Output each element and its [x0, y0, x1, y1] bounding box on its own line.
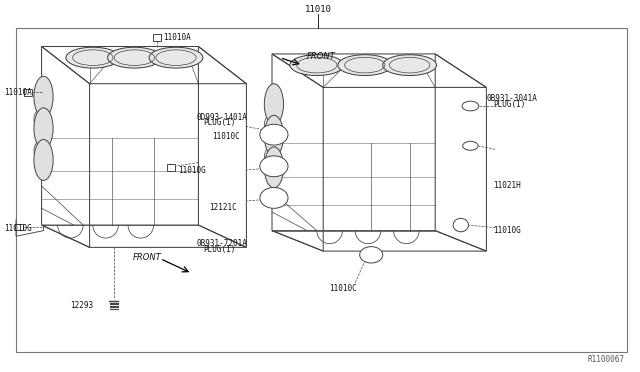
- Text: 11010A: 11010A: [163, 33, 191, 42]
- Text: 12293: 12293: [70, 301, 93, 310]
- Ellipse shape: [34, 108, 53, 149]
- Ellipse shape: [290, 55, 344, 76]
- Text: 11010: 11010: [305, 5, 332, 14]
- Ellipse shape: [264, 84, 284, 125]
- Ellipse shape: [66, 47, 120, 68]
- Ellipse shape: [149, 47, 203, 68]
- Text: PLUG(1): PLUG(1): [493, 100, 525, 109]
- Text: 0B931-3041A: 0B931-3041A: [486, 94, 537, 103]
- Circle shape: [463, 141, 478, 150]
- Ellipse shape: [108, 47, 161, 68]
- Ellipse shape: [264, 147, 284, 188]
- Ellipse shape: [260, 124, 288, 145]
- Text: R1100067: R1100067: [587, 355, 624, 364]
- Text: PLUG(1): PLUG(1): [203, 118, 236, 127]
- Ellipse shape: [360, 247, 383, 263]
- Bar: [152, 34, 161, 41]
- Ellipse shape: [34, 140, 53, 180]
- Bar: [16, 28, 627, 352]
- Ellipse shape: [453, 218, 468, 232]
- Text: FRONT: FRONT: [133, 253, 162, 262]
- Ellipse shape: [264, 115, 284, 156]
- Text: 11010G: 11010G: [493, 225, 520, 234]
- Ellipse shape: [34, 76, 53, 117]
- Text: 0B931-7201A: 0B931-7201A: [196, 239, 247, 248]
- Bar: [15, 224, 23, 230]
- Ellipse shape: [260, 156, 288, 177]
- Text: PLUG(1): PLUG(1): [203, 245, 236, 254]
- Text: FRONT: FRONT: [307, 52, 336, 61]
- Text: 0D993-1401A: 0D993-1401A: [196, 113, 247, 122]
- Text: 11021H: 11021H: [493, 181, 520, 190]
- Bar: [24, 89, 32, 96]
- Text: 11010G: 11010G: [178, 166, 205, 175]
- Bar: [166, 164, 175, 171]
- Text: 11010A: 11010A: [4, 88, 31, 97]
- Circle shape: [462, 101, 479, 111]
- Text: 12121C: 12121C: [209, 203, 237, 212]
- Text: 11010G: 11010G: [4, 224, 31, 233]
- Ellipse shape: [260, 187, 288, 208]
- Ellipse shape: [338, 55, 392, 76]
- Text: 11010C: 11010C: [330, 284, 357, 293]
- Ellipse shape: [383, 55, 436, 76]
- Text: 11010C: 11010C: [212, 132, 240, 141]
